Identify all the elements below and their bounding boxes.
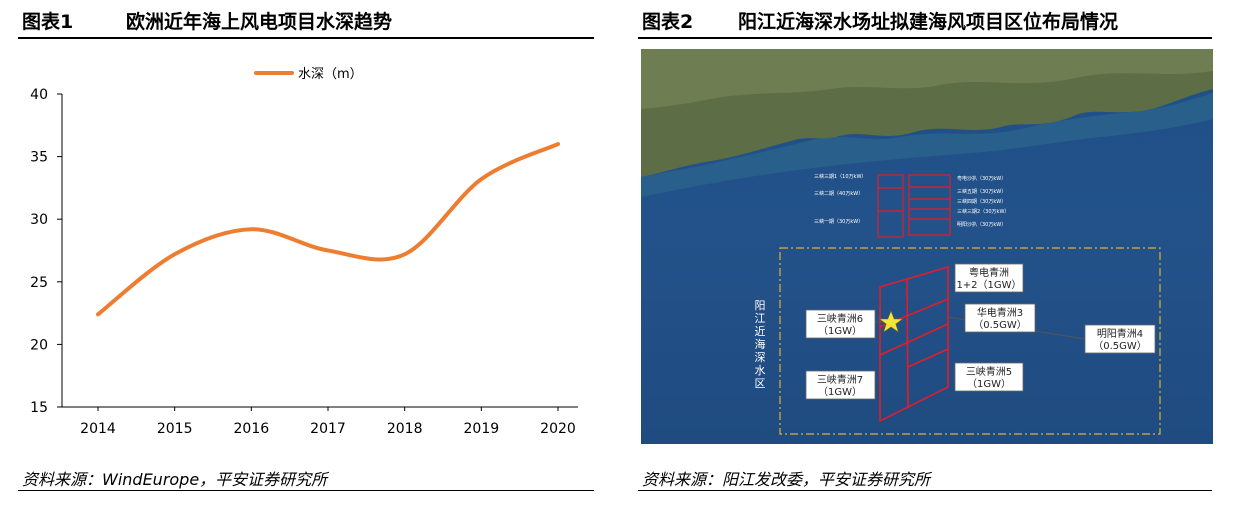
svg-text:（0.5GW）: （0.5GW） — [1093, 340, 1147, 352]
y-tick-label: 20 — [30, 337, 48, 353]
near-shore-projects — [877, 174, 951, 238]
satellite-map: 三峡三期1（10万kW） 粤电沙扒（30万kW） 三峡二期（40万kW） 三峡五… — [641, 49, 1213, 444]
figure-label: 图表2 — [642, 11, 694, 33]
bottom-divider — [638, 490, 1212, 491]
figure-title: 欧洲近年海上风电项目水深趋势 — [126, 11, 393, 33]
x-tick-label: 2015 — [157, 421, 193, 437]
callout-huadian-qingzhou-3: 华电青洲3 （0.5GW） — [964, 303, 1036, 333]
chart-tick-labels: 15 20 25 30 35 40 2014 2015 2016 2017 2018 2019 2020 — [30, 87, 576, 437]
x-tick-label: 2020 — [540, 421, 576, 437]
near-shore-label: 三峡一期（30万kW） — [814, 218, 863, 225]
figure-title: 阳江近海深水场址拟建海风项目区位布局情况 — [738, 11, 1119, 33]
deep-water-zone-boundary — [779, 247, 1161, 435]
y-tick-label: 40 — [30, 87, 48, 103]
near-shore-label: 三峡五期（30万kW） — [957, 188, 1006, 195]
y-tick-label: 15 — [30, 400, 48, 416]
near-shore-label: 三峡三期1（10万kW） — [814, 173, 866, 180]
deep-water-projects — [879, 265, 949, 423]
title-divider — [638, 37, 1212, 39]
source-note: 资料来源：WindEurope，平安证券研究所 — [22, 470, 328, 489]
zone-label-char: 近 — [755, 325, 766, 338]
near-shore-label: 三峡四期（30万kW） — [957, 198, 1006, 205]
x-tick-label: 2014 — [80, 421, 116, 437]
y-tick-label: 35 — [30, 150, 48, 166]
x-tick-label: 2018 — [387, 421, 423, 437]
legend-label: 水深（m） — [298, 67, 363, 82]
near-shore-labels: 三峡三期1（10万kW） 粤电沙扒（30万kW） 三峡二期（40万kW） 三峡五… — [814, 173, 1009, 228]
zone-label-char: 深 — [755, 351, 766, 364]
svg-text:华电青洲3: 华电青洲3 — [977, 306, 1023, 319]
shallow-water — [641, 93, 1213, 197]
near-shore-label: 三峡三期2（30万kW） — [957, 208, 1009, 215]
figure-label: 图表1 — [22, 11, 74, 33]
chart-series — [96, 142, 560, 317]
zone-label-char: 水 — [755, 364, 766, 377]
chart-axes — [57, 93, 578, 411]
x-tick-label: 2019 — [464, 421, 500, 437]
zone-label-char: 阳 — [755, 299, 766, 312]
land-highlight — [641, 49, 1213, 109]
bottom-divider — [18, 490, 594, 491]
chart-legend: 水深（m） — [254, 67, 363, 82]
right-title-row: 图表2 阳江近海深水场址拟建海风项目区位布局情况 — [638, 0, 1212, 37]
y-tick-label: 30 — [30, 212, 48, 228]
zone-label-char: 区 — [755, 377, 766, 390]
source-note: 资料来源：阳江发改委，平安证券研究所 — [642, 470, 931, 489]
callout-qingzhou-6: 三峡青洲6 （1GW） — [805, 309, 876, 339]
svg-text:三峡青洲6: 三峡青洲6 — [817, 312, 863, 325]
svg-text:明阳青洲4: 明阳青洲4 — [1097, 327, 1143, 340]
callout-mingyang-qingzhou-4: 明阳青洲4 （0.5GW） — [1084, 324, 1156, 354]
callout-yuedian-qingzhou: 粤电青洲 1+2（1GW） — [954, 263, 1024, 293]
svg-text:三峡青洲5: 三峡青洲5 — [966, 365, 1012, 378]
svg-text:（0.5GW）: （0.5GW） — [973, 319, 1027, 331]
near-shore-label: 明阳沙扒（30万kW） — [957, 221, 1006, 228]
zone-label-char: 江 — [755, 312, 766, 325]
water-depth-line-chart: 水深（m） 15 20 25 30 35 40 2014 2015 2016 2017 2018 20… — [30, 67, 578, 437]
x-tick-label: 2017 — [310, 421, 346, 437]
svg-text:（1GW）: （1GW） — [967, 378, 1011, 390]
svg-text:三峡青洲7: 三峡青洲7 — [817, 373, 863, 386]
svg-text:1+2（1GW）: 1+2（1GW） — [956, 279, 1021, 291]
x-tick-label: 2016 — [234, 421, 270, 437]
y-tick-label: 25 — [30, 275, 48, 291]
svg-text:粤电青洲: 粤电青洲 — [969, 266, 1009, 279]
star-icon — [878, 310, 904, 333]
map-drawing: 三峡三期1（10万kW） 粤电沙扒（30万kW） 三峡二期（40万kW） 三峡五… — [641, 49, 1213, 435]
near-shore-label: 粤电沙扒（30万kW） — [957, 175, 1006, 182]
callout-qingzhou-5: 三峡青洲5 （1GW） — [954, 362, 1024, 392]
near-shore-label: 三峡二期（40万kW） — [814, 190, 863, 197]
series-line — [96, 142, 560, 317]
svg-text:（1GW）: （1GW） — [818, 325, 862, 337]
zone-label-char: 海 — [755, 337, 766, 351]
callout-boxes: 三峡青洲6 （1GW） 三峡青洲7 （1GW） 粤电青洲 1+2（1GW） 华电… — [805, 263, 1156, 400]
title-divider — [18, 37, 594, 39]
left-title-row: 图表1 欧洲近年海上风电项目水深趋势 — [18, 0, 594, 37]
svg-text:（1GW）: （1GW） — [818, 386, 862, 398]
callout-qingzhou-7: 三峡青洲7 （1GW） — [805, 370, 876, 400]
